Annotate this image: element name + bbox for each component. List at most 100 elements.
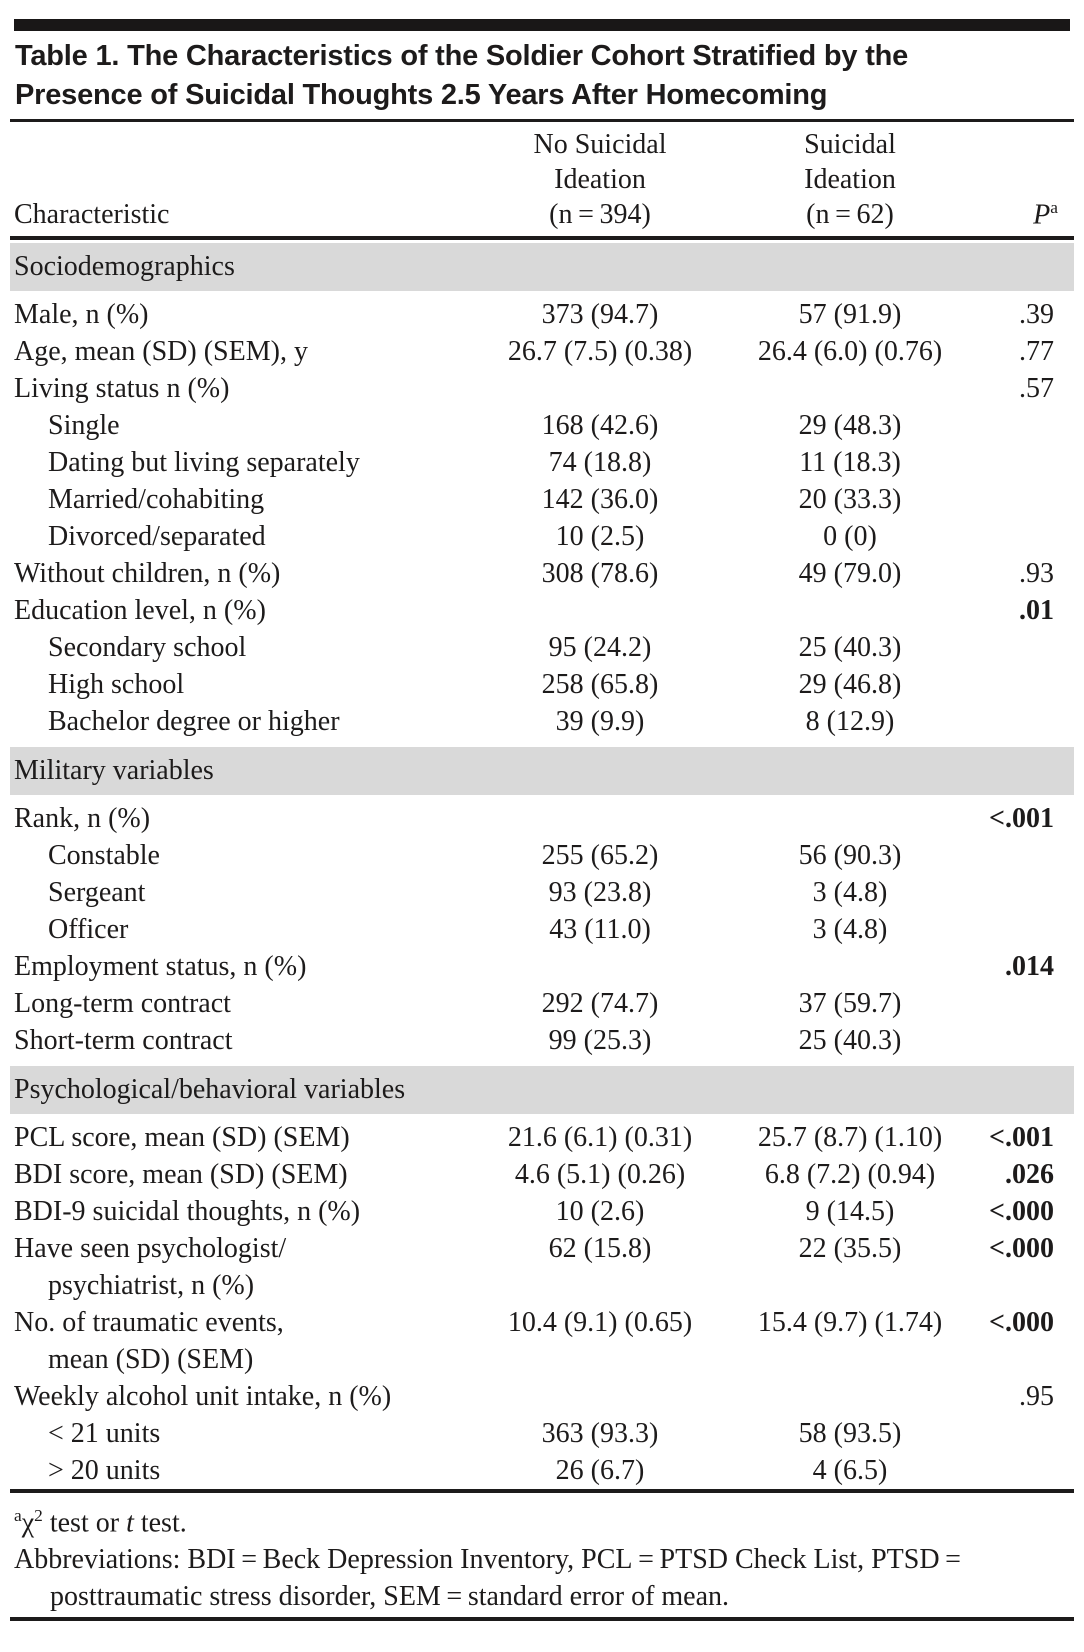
table-row: Divorced/separated 10 (2.5) 0 (0) (10, 518, 1074, 555)
p-footnote-marker: a (1050, 197, 1058, 217)
cell-suicidal-ideation: 0 (0) (823, 521, 877, 552)
cell-no-suicidal-ideation: 363 (93.3) (541, 1418, 659, 1449)
row-label-continuation: psychiatrist, n (%) (48, 1270, 255, 1301)
footnote-text-end: test. (133, 1507, 187, 1539)
row-label-line: Have seen psychologist/ (14, 1233, 287, 1264)
row-label-line: Age, mean (SD) (SEM), y (14, 336, 308, 367)
table-row: Education level, n (%) .01 (10, 592, 1074, 629)
footer-rule (10, 1489, 1074, 1493)
cell-no-suicidal-ideation: 292 (74.7) (541, 988, 659, 1019)
row-label-line: Single (48, 410, 120, 441)
row-label-line: Weekly alcohol unit intake, n (%) (14, 1381, 392, 1412)
cell-no-suicidal-ideation: 10 (2.5) (555, 521, 645, 552)
row-label: Constable (10, 837, 480, 874)
cell-no-suicidal-ideation: 74 (18.8) (548, 447, 652, 478)
cell-no-suicidal-ideation: 26 (6.7) (555, 1455, 645, 1486)
cell-no-suicidal-ideation: 142 (36.0) (541, 484, 659, 515)
table-row: Short-term contract 99 (25.3) 25 (40.3) (10, 1022, 1074, 1059)
row-label-line: High school (48, 669, 185, 700)
table-row: Constable 255 (65.2) 56 (90.3) (10, 837, 1074, 874)
table-row: < 21 units 363 (93.3) 58 (93.5) (10, 1415, 1074, 1452)
row-label: Short-term contract (10, 1022, 480, 1059)
table-row: No. of traumatic events, mean (SD) (SEM) 1… (10, 1304, 1074, 1378)
table-row: Married/cohabiting 142 (36.0) 20 (33.3) (10, 481, 1074, 518)
title-rule (10, 119, 1074, 122)
row-label: Sergeant (10, 874, 480, 911)
row-label-line: Male, n (%) (14, 299, 149, 330)
cell-p-value: .95 (1019, 1381, 1054, 1412)
cell-suicidal-ideation: 29 (48.3) (798, 410, 902, 441)
cell-no-suicidal-ideation: 62 (15.8) (548, 1233, 652, 1264)
cell-no-suicidal-ideation: 4.6 (5.1) (0.26) (514, 1159, 686, 1190)
row-label: Officer (10, 911, 480, 948)
table-row: Employment status, n (%) .014 (10, 948, 1074, 985)
table-row: BDI score, mean (SD) (SEM) 4.6 (5.1) (0.2… (10, 1156, 1074, 1193)
cell-no-suicidal-ideation: 95 (24.2) (548, 632, 652, 663)
section-header: Military variables (10, 747, 1074, 795)
cell-p-value: <.000 (989, 1233, 1054, 1264)
cell-suicidal-ideation: 6.8 (7.2) (0.94) (764, 1159, 936, 1190)
row-label: Married/cohabiting (10, 481, 480, 518)
table-row: Living status n (%) .57 (10, 370, 1074, 407)
chi-symbol: χ (21, 1507, 35, 1539)
cell-no-suicidal-ideation: 168 (42.6) (541, 410, 659, 441)
footnote-text: test or (42, 1507, 127, 1539)
row-label-continuation: mean (SD) (SEM) (48, 1344, 254, 1375)
cell-no-suicidal-ideation: 93 (23.8) (548, 877, 652, 908)
table-row: High school 258 (65.8) 29 (46.8) (10, 666, 1074, 703)
cell-no-suicidal-ideation: 39 (9.9) (555, 706, 645, 737)
cell-suicidal-ideation: 8 (12.9) (805, 706, 895, 737)
cell-p-value: .93 (1019, 558, 1054, 589)
table-row: Weekly alcohol unit intake, n (%) .95 (10, 1378, 1074, 1415)
cell-no-suicidal-ideation: 21.6 (6.1) (0.31) (507, 1122, 693, 1153)
row-label-line: Education level, n (%) (14, 595, 266, 626)
table-title: Table 1. The Characteristics of the Sold… (15, 40, 909, 111)
row-label-line: < 21 units (48, 1418, 161, 1449)
table-row: Sergeant 93 (23.8) 3 (4.8) (10, 874, 1074, 911)
table-row: Without children, n (%) 308 (78.6) 49 (79.… (10, 555, 1074, 592)
column-header-no-suicidal-ideation: No Suicidal Ideation (n = 394) (533, 129, 667, 230)
row-label-line: Long-term contract (14, 988, 231, 1019)
table-header-row: Characteristic No Suicidal Ideation (n =… (10, 122, 1074, 236)
row-label: Male, n (%) (10, 296, 480, 333)
row-label: Long-term contract (10, 985, 480, 1022)
cell-no-suicidal-ideation: 373 (94.7) (541, 299, 659, 330)
row-label: Dating but living separately (10, 444, 480, 481)
cell-suicidal-ideation: 25 (40.3) (798, 1025, 902, 1056)
cell-suicidal-ideation: 49 (79.0) (798, 558, 902, 589)
row-label-line: Married/cohabiting (48, 484, 265, 515)
table-container: Table 1. The Characteristics of the Sold… (10, 19, 1074, 1622)
cell-no-suicidal-ideation: 258 (65.8) (541, 669, 659, 700)
row-label: Single (10, 407, 480, 444)
row-label: Rank, n (%) (10, 800, 480, 837)
table-row: Male, n (%) 373 (94.7) 57 (91.9) .39 (10, 296, 1074, 333)
cell-suicidal-ideation: 22 (35.5) (798, 1233, 902, 1264)
table-row: Long-term contract 292 (74.7) 37 (59.7) (10, 985, 1074, 1022)
section-header: Psychological/behavioral variables (10, 1066, 1074, 1114)
cell-no-suicidal-ideation: 255 (65.2) (541, 840, 659, 871)
row-label: Employment status, n (%) (10, 948, 480, 985)
row-label-line: Divorced/separated (48, 521, 266, 552)
row-label: Age, mean (SD) (SEM), y (10, 333, 480, 370)
row-label-line: Officer (48, 914, 129, 945)
cell-no-suicidal-ideation: 26.7 (7.5) (0.38) (507, 336, 693, 367)
table-top-bar (14, 19, 1070, 31)
cell-p-value: <.000 (989, 1307, 1054, 1338)
cell-p-value: <.001 (989, 803, 1054, 834)
footnote-marker-a: a (14, 1506, 22, 1525)
p-value-symbol: P (1033, 199, 1051, 230)
row-label: Have seen psychologist/psychiatrist, n (… (10, 1230, 480, 1304)
cell-suicidal-ideation: 26.4 (6.0) (0.76) (757, 336, 943, 367)
row-label-line: BDI-9 suicidal thoughts, n (%) (14, 1196, 361, 1227)
row-label: Bachelor degree or higher (10, 703, 480, 740)
cell-suicidal-ideation: 25.7 (8.7) (1.10) (757, 1122, 943, 1153)
table-row: Officer 43 (11.0) 3 (4.8) (10, 911, 1074, 948)
section-header: Sociodemographics (10, 243, 1074, 291)
cell-no-suicidal-ideation: 43 (11.0) (549, 914, 651, 945)
cell-suicidal-ideation: 15.4 (9.7) (1.74) (757, 1307, 943, 1338)
row-label: Living status n (%) (10, 370, 480, 407)
row-label: Education level, n (%) (10, 592, 480, 629)
cell-p-value: .014 (1005, 951, 1054, 982)
table-row: PCL score, mean (SD) (SEM) 21.6 (6.1) (0.… (10, 1119, 1074, 1156)
table-row: BDI-9 suicidal thoughts, n (%) 10 (2.6) 9 … (10, 1193, 1074, 1230)
